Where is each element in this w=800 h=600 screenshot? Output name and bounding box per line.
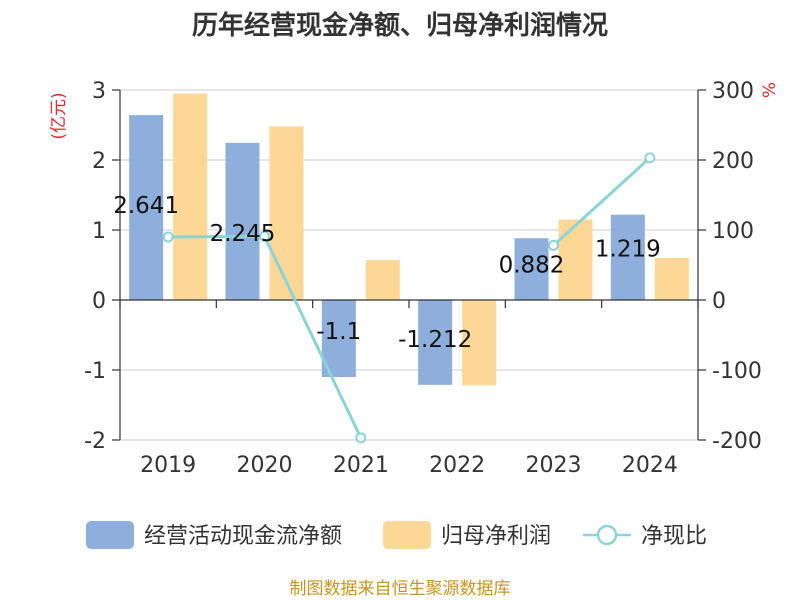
- data-labels: 2.641 2.245 -1.1 -1.212 0.882 1.219: [113, 193, 661, 353]
- ratio-point-2021: [355, 432, 367, 444]
- bar-net-profit-2023: [558, 219, 593, 300]
- bar-net-profit-2024: [654, 258, 689, 300]
- bar-cash-flow-2023: [514, 238, 549, 300]
- data-label-cash-flow: 1.219: [595, 237, 661, 263]
- right-axis-tick-label: 100: [712, 219, 754, 244]
- bar-net-profit-2019: [173, 93, 208, 300]
- line-series: [162, 152, 656, 444]
- right-axis-tick-label: -100: [712, 359, 762, 384]
- left-axis-tick-label: -1: [84, 359, 106, 384]
- x-axis-label: 2020: [237, 453, 293, 478]
- x-axis-label: 2024: [622, 453, 678, 478]
- bars: [129, 93, 689, 386]
- ratio-point-2020: [259, 230, 270, 242]
- data-label-cash-flow: 0.882: [499, 252, 565, 278]
- ratio-point-2019: [162, 231, 174, 243]
- right-axis-unit: %: [760, 82, 780, 98]
- right-axis-tick-label: 300: [712, 79, 754, 104]
- legend-marker-ratio: [596, 524, 618, 546]
- bar-cash-flow-2022: [418, 300, 453, 385]
- ratio-line-segment: [552, 156, 651, 247]
- bar-net-profit-2022: [462, 300, 497, 386]
- ratio-point-2024: [644, 152, 656, 164]
- bar-net-profit-2021: [365, 260, 400, 300]
- ratio-point-2023: [548, 239, 559, 251]
- bar-net-profit-2020: [269, 126, 304, 301]
- left-axis-tick-label: 0: [92, 289, 106, 314]
- data-label-cash-flow: 2.641: [113, 193, 179, 219]
- ratio-line-segment: [168, 234, 265, 239]
- legend-label-net-profit: 归母净利润: [441, 524, 551, 549]
- left-axis-tick-label: 1: [92, 219, 106, 244]
- ratio-line-segment: [263, 235, 363, 439]
- x-axis-label: 2023: [526, 453, 582, 478]
- data-label-cash-flow: 2.245: [210, 221, 276, 247]
- chart-title: 历年经营现金净额、归母净利润情况: [192, 10, 608, 41]
- left-axis-unit: (亿元): [49, 92, 69, 139]
- legend: 经营活动现金流净额 归母净利润 净现比: [86, 521, 707, 549]
- legend-label-ratio: 净现比: [641, 524, 707, 549]
- legend-swatch-net-profit: [383, 521, 431, 549]
- data-label-cash-flow: -1.1: [316, 319, 361, 345]
- x-axis-label: 2019: [140, 453, 196, 478]
- right-axis: 300 200 100 0 -100 -200: [697, 79, 762, 454]
- x-axis-label: 2022: [429, 453, 485, 478]
- right-axis-tick-label: 0: [712, 289, 726, 314]
- x-axis-label: 2021: [333, 453, 389, 478]
- legend-label-cash-flow: 经营活动现金流净额: [144, 524, 342, 549]
- legend-swatch-cash-flow: [86, 521, 134, 549]
- data-label-cash-flow: -1.212: [398, 327, 472, 353]
- bar-cash-flow-2019: [129, 115, 164, 300]
- left-axis-tick-label: 3: [92, 79, 106, 104]
- bar-cash-flow-2021: [321, 300, 356, 377]
- left-axis: 3 2 1 0 -1 -2: [84, 79, 121, 454]
- source-note: 制图数据来自恒生聚源数据库: [290, 579, 511, 599]
- right-axis-tick-label: 200: [712, 149, 754, 174]
- bar-cash-flow-2024: [610, 214, 645, 300]
- left-axis-tick-label: 2: [92, 149, 106, 174]
- right-axis-tick-label: -200: [712, 429, 762, 454]
- bar-cash-flow-2020: [225, 142, 260, 300]
- left-axis-tick-label: -2: [84, 429, 106, 454]
- x-axis: 2019 2020 2021 2022 2023 2024: [119, 299, 699, 478]
